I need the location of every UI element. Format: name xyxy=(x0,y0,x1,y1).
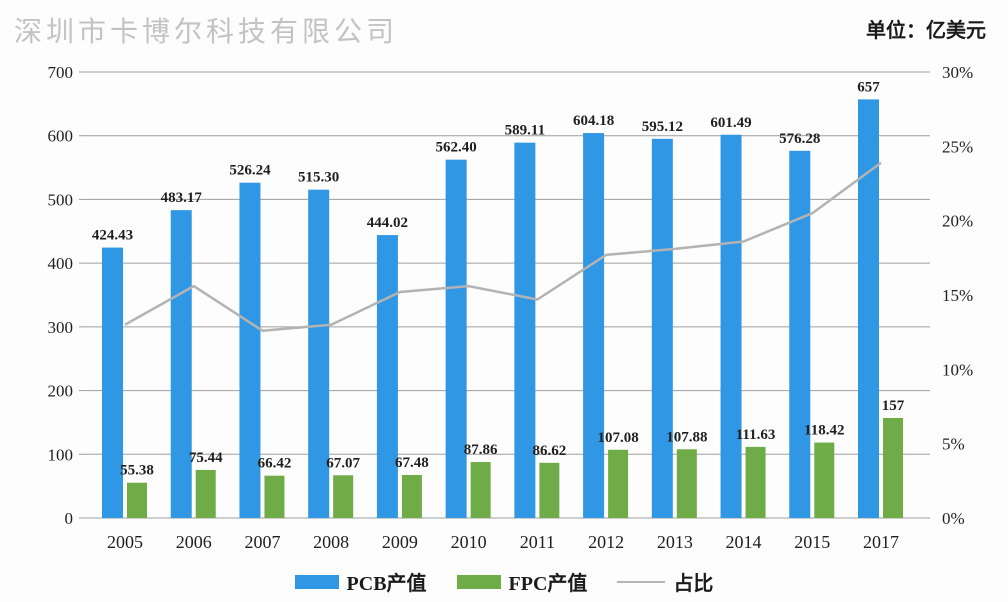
bar-FPC产值-2005 xyxy=(127,482,147,518)
bar-value-label: 157 xyxy=(882,398,905,414)
bar-value-label: 67.48 xyxy=(395,455,429,471)
x-axis-label: 2010 xyxy=(451,532,487,552)
bar-value-label: 562.40 xyxy=(436,140,477,156)
bar-FPC产值-2011 xyxy=(539,462,560,518)
bar-PCB产值-2010 xyxy=(445,159,467,519)
ratio-line xyxy=(124,161,882,332)
bar-value-label: 483.17 xyxy=(161,190,203,206)
bar-value-label: 526.24 xyxy=(229,163,271,179)
right-axis-tick-label: 15% xyxy=(942,286,973,305)
bar-value-label: 657 xyxy=(857,79,880,95)
legend-label-ratio: 占比 xyxy=(673,573,714,595)
legend-item-fpc: FPC产值 xyxy=(456,567,588,596)
bar-value-label: 444.02 xyxy=(367,215,408,231)
bar-FPC产值-2010 xyxy=(470,462,491,518)
legend-label-pcb: PCB产值 xyxy=(346,573,427,595)
bar-value-label: 424.43 xyxy=(92,228,133,244)
bar-value-label: 111.63 xyxy=(736,427,776,443)
bar-value-label: 595.12 xyxy=(642,119,683,135)
right-axis-tick-label: 30% xyxy=(942,63,973,82)
right-axis-tick-label: 20% xyxy=(942,212,973,231)
bar-value-label: 118.42 xyxy=(804,423,844,439)
bar-PCB产值-2013 xyxy=(651,138,673,518)
bar-value-label: 589.11 xyxy=(505,123,545,139)
x-axis-label: 2008 xyxy=(313,532,349,552)
bar-FPC产值-2014 xyxy=(745,446,766,518)
bar-PCB产值-2005 xyxy=(102,247,123,518)
legend-item-pcb: PCB产值 xyxy=(294,567,427,596)
x-axis-label: 2017 xyxy=(863,532,899,552)
bar-value-label: 67.07 xyxy=(326,455,360,471)
bar-FPC产值-2017 xyxy=(883,417,903,518)
x-axis-label: 2013 xyxy=(657,532,693,552)
left-axis-tick-label: 300 xyxy=(48,318,74,337)
bar-FPC产值-2008 xyxy=(333,475,354,518)
x-axis-label: 2005 xyxy=(107,532,143,552)
left-axis-tick-label: 500 xyxy=(48,190,74,209)
bar-FPC产值-2013 xyxy=(676,449,697,518)
bar-FPC产值-2009 xyxy=(401,475,422,518)
unit-label: 单位：亿美元 xyxy=(866,20,986,42)
right-axis-tick-label: 0% xyxy=(942,509,965,528)
legend-label-fpc: FPC产值 xyxy=(508,573,588,595)
left-axis-tick-label: 600 xyxy=(48,127,74,146)
bar-value-label: 66.42 xyxy=(258,456,292,472)
x-axis-label: 2012 xyxy=(588,532,624,552)
left-axis-tick-label: 700 xyxy=(48,63,74,82)
right-axis-tick-label: 25% xyxy=(942,137,973,156)
chart-legend: PCB产值 FPC产值 占比 xyxy=(0,567,1008,596)
bar-value-label: 107.88 xyxy=(666,429,707,445)
x-axis-label: 2009 xyxy=(382,532,418,552)
bar-PCB产值-2008 xyxy=(308,189,330,518)
x-axis-label: 2006 xyxy=(176,532,212,552)
bar-value-label: 576.28 xyxy=(779,131,820,147)
x-axis-label: 2011 xyxy=(520,532,555,552)
right-axis-tick-label: 5% xyxy=(942,435,965,454)
left-axis-tick-label: 100 xyxy=(48,445,74,464)
legend-swatch-pcb-icon xyxy=(294,574,339,589)
legend-item-ratio: 占比 xyxy=(617,567,713,596)
legend-swatch-ratio-line-icon xyxy=(617,580,666,583)
x-axis-label: 2014 xyxy=(726,532,762,552)
legend-swatch-fpc-icon xyxy=(456,574,501,589)
bar-PCB产值-2006 xyxy=(170,210,192,519)
company-watermark: 深圳市卡博尔科技有限公司 xyxy=(14,17,399,48)
bar-value-label: 86.62 xyxy=(532,443,566,459)
bar-value-label: 601.49 xyxy=(710,115,751,131)
bar-value-label: 55.38 xyxy=(120,463,154,479)
bar-value-label: 604.18 xyxy=(573,113,614,129)
bar-FPC产值-2007 xyxy=(264,475,285,518)
bar-value-label: 75.44 xyxy=(189,450,223,466)
bar-FPC产值-2015 xyxy=(814,442,835,518)
x-axis-label: 2007 xyxy=(244,532,280,552)
bar-PCB产值-2012 xyxy=(583,133,605,518)
bar-FPC产值-2012 xyxy=(608,449,629,518)
bar-value-label: 515.30 xyxy=(298,170,339,186)
bar-PCB产值-2011 xyxy=(514,142,536,518)
bar-PCB产值-2007 xyxy=(239,182,261,518)
left-axis-tick-label: 0 xyxy=(65,509,74,528)
chart-canvas: 0 100 200 300 400 500 600 700 0% 5% 10% 15% 20% 25% 30… xyxy=(48,63,974,552)
bar-PCB产值-2014 xyxy=(720,134,742,518)
x-axis-label: 2015 xyxy=(794,532,830,552)
bar-PCB产值-2015 xyxy=(789,150,811,518)
left-axis-tick-label: 200 xyxy=(48,382,74,401)
bar-PCB产值-2009 xyxy=(376,235,398,518)
bar-value-label: 87.86 xyxy=(464,442,498,458)
left-axis-tick-label: 400 xyxy=(48,254,74,273)
right-axis-tick-label: 10% xyxy=(942,360,973,379)
bar-value-label: 107.08 xyxy=(597,430,638,446)
bar-PCB产值-2017 xyxy=(858,99,879,518)
bar-FPC产值-2006 xyxy=(195,469,216,518)
